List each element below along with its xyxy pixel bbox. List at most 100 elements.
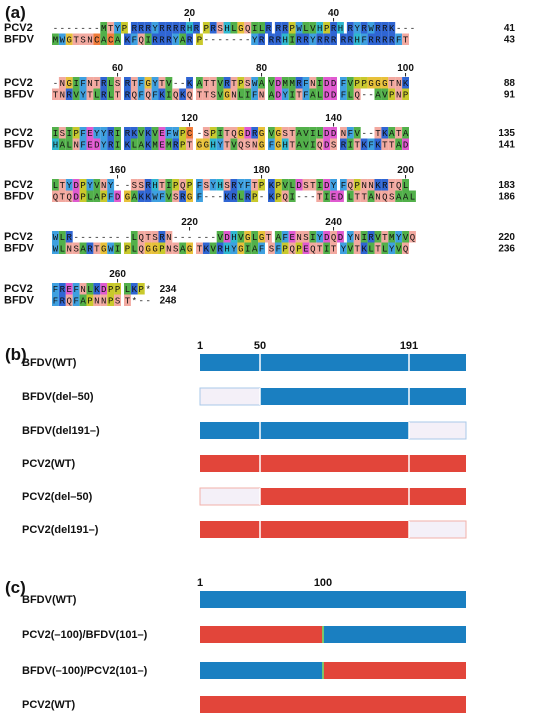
residue-letter: R <box>341 140 347 150</box>
residue-cell <box>381 231 389 243</box>
residue-letter: G <box>238 244 243 254</box>
residue-letter: N <box>166 244 171 254</box>
residue-cell <box>186 242 193 254</box>
residue-cell <box>144 22 152 34</box>
residue-letter: - <box>361 90 366 100</box>
residue-cell <box>151 231 159 243</box>
residue-letter: F <box>197 192 202 202</box>
residue-letter: V <box>217 79 223 89</box>
residue-letter: D <box>324 233 329 243</box>
residue-cell <box>165 179 173 191</box>
alignment-tick-label: 160 <box>109 165 126 176</box>
residue-cell <box>374 190 382 202</box>
residue-letter: V <box>139 129 145 139</box>
residue-cell <box>65 294 73 306</box>
residue-cell <box>353 242 361 254</box>
residue-cell <box>130 190 138 202</box>
residue-cell <box>265 22 272 34</box>
residue-letter: A <box>269 90 275 100</box>
residue-cell <box>281 88 289 100</box>
residue-letter: H <box>152 181 157 191</box>
residue-cell <box>337 22 344 34</box>
residue-letter: S <box>152 233 157 243</box>
residue-cell <box>288 127 296 139</box>
residue-letter: S <box>245 79 250 89</box>
residue-cell <box>302 231 310 243</box>
residue-letter: G <box>238 24 243 34</box>
panel-c-chimeras: 1 100 BFDV(WT) PCV2(–100)/BFDV(101–) BFDV(–1… <box>22 577 466 713</box>
residue-cell <box>353 231 361 243</box>
residue-letter: E <box>67 285 72 295</box>
residue-letter: P <box>259 181 264 191</box>
residue-cell <box>381 88 389 100</box>
residue-letter: W <box>173 129 179 139</box>
residue-cell <box>244 77 252 89</box>
residue-cell <box>216 138 224 150</box>
residue-cell <box>302 77 310 89</box>
residue-cell <box>144 179 152 191</box>
residue-cell <box>340 179 347 191</box>
residue-letter: T <box>382 140 388 150</box>
residue-letter: A <box>197 79 203 89</box>
residue-letter: T <box>94 244 100 254</box>
residue-letter: T <box>53 90 59 100</box>
construct-b-label: PCV2(del191–) <box>22 524 99 536</box>
residue-cell <box>58 242 66 254</box>
residue-cell <box>353 138 361 150</box>
residue-letter: - <box>115 233 120 243</box>
residue-letter: P <box>122 24 127 34</box>
residue-cell <box>186 190 193 202</box>
residue-letter: K <box>375 181 381 191</box>
residue-cell <box>165 127 173 139</box>
residue-letter: V <box>73 90 79 100</box>
residue-letter: L <box>317 129 322 139</box>
residue-letter: R <box>139 24 145 34</box>
residue-letter: R <box>245 192 251 202</box>
residue-letter: T <box>94 79 100 89</box>
residue-letter: K <box>403 79 409 89</box>
residue-letter: P <box>204 24 209 34</box>
residue-cell <box>346 127 354 139</box>
residue-letter: L <box>53 181 58 191</box>
residue-letter: I <box>289 35 294 45</box>
residue-cell <box>251 138 259 150</box>
residue-cell <box>337 231 344 243</box>
residue-cell <box>230 190 238 202</box>
residue-letter: R <box>324 35 330 45</box>
residue-cell <box>100 33 108 45</box>
sequence-end-position: 183 <box>498 180 515 191</box>
construct-c-segment-c <box>323 626 466 643</box>
alignment-tick-label: 60 <box>112 63 124 74</box>
residue-letter: Q <box>289 244 294 254</box>
residue-letter: T <box>145 233 151 243</box>
residue-cell <box>309 77 317 89</box>
residue-cell <box>374 127 382 139</box>
sequence-end-position: 91 <box>504 90 516 101</box>
residue-letter: Y <box>355 24 361 34</box>
residue-letter: D <box>296 181 301 191</box>
residue-letter: R <box>303 35 309 45</box>
residue-letter: D <box>276 90 281 100</box>
residue-cell <box>158 242 166 254</box>
residue-letter: Y <box>101 129 107 139</box>
residue-cell <box>330 88 337 100</box>
residue-cell <box>268 88 275 100</box>
residue-cell <box>388 22 396 34</box>
residue-letter: R <box>375 35 381 45</box>
residue-cell <box>186 88 193 100</box>
residue-letter: K <box>389 24 395 34</box>
residue-cell <box>281 231 289 243</box>
residue-letter: G <box>204 140 209 150</box>
residue-cell <box>388 77 396 89</box>
residue-letter: L <box>60 233 65 243</box>
residue-letter: P <box>108 285 113 295</box>
residue-cell <box>137 33 145 45</box>
residue-cell <box>258 138 265 150</box>
residue-cell <box>388 33 396 45</box>
residue-letter: H <box>217 181 222 191</box>
sequence-name: BFDV <box>4 139 35 151</box>
residue-cell <box>158 88 166 100</box>
residue-letter: K <box>132 129 138 139</box>
residue-cell <box>237 179 245 191</box>
residue-letter: T <box>125 296 131 306</box>
